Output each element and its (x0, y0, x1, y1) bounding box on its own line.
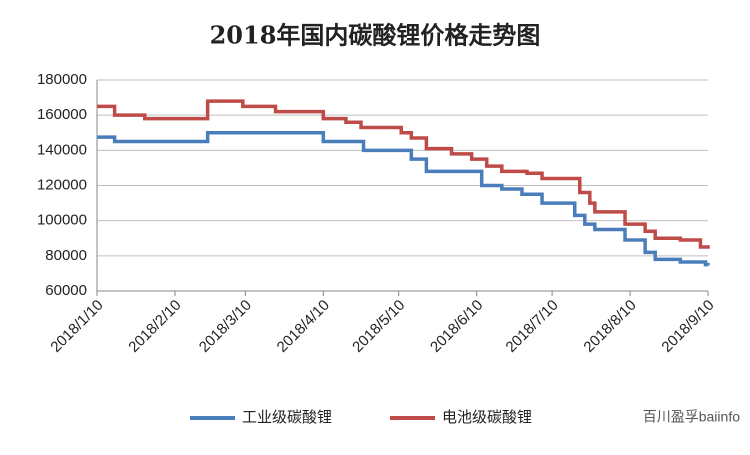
y-tick-label: 100000 (37, 212, 87, 229)
chart-title: 2018年国内碳酸锂价格走势图 (210, 21, 541, 50)
y-tick-label: 160000 (37, 106, 87, 123)
legend-label: 工业级碳酸锂 (242, 409, 332, 426)
x-tick-label: 2018/1/10 (47, 297, 106, 356)
series-line (97, 99, 710, 249)
y-tick-label: 80000 (45, 247, 87, 264)
x-tick-label: 2018/3/10 (196, 297, 255, 356)
x-tick-label: 2018/4/10 (274, 297, 333, 356)
watermark: 百川盈孚baiinfo (643, 409, 740, 425)
x-tick-label: 2018/9/10 (658, 297, 717, 356)
y-tick-label: 120000 (37, 176, 87, 193)
y-tick-label: 140000 (37, 141, 87, 158)
y-tick-label: 60000 (45, 282, 87, 299)
x-tick-label: 2018/7/10 (503, 297, 562, 356)
series-line (97, 131, 710, 267)
x-tick-label: 2018/5/10 (349, 297, 408, 356)
y-tick-label: 180000 (37, 71, 87, 88)
x-tick-label: 2018/2/10 (125, 297, 184, 356)
x-tick-label: 2018/6/10 (427, 297, 486, 356)
x-tick-label: 2018/8/10 (580, 297, 639, 356)
legend-label: 电池级碳酸锂 (442, 409, 532, 426)
